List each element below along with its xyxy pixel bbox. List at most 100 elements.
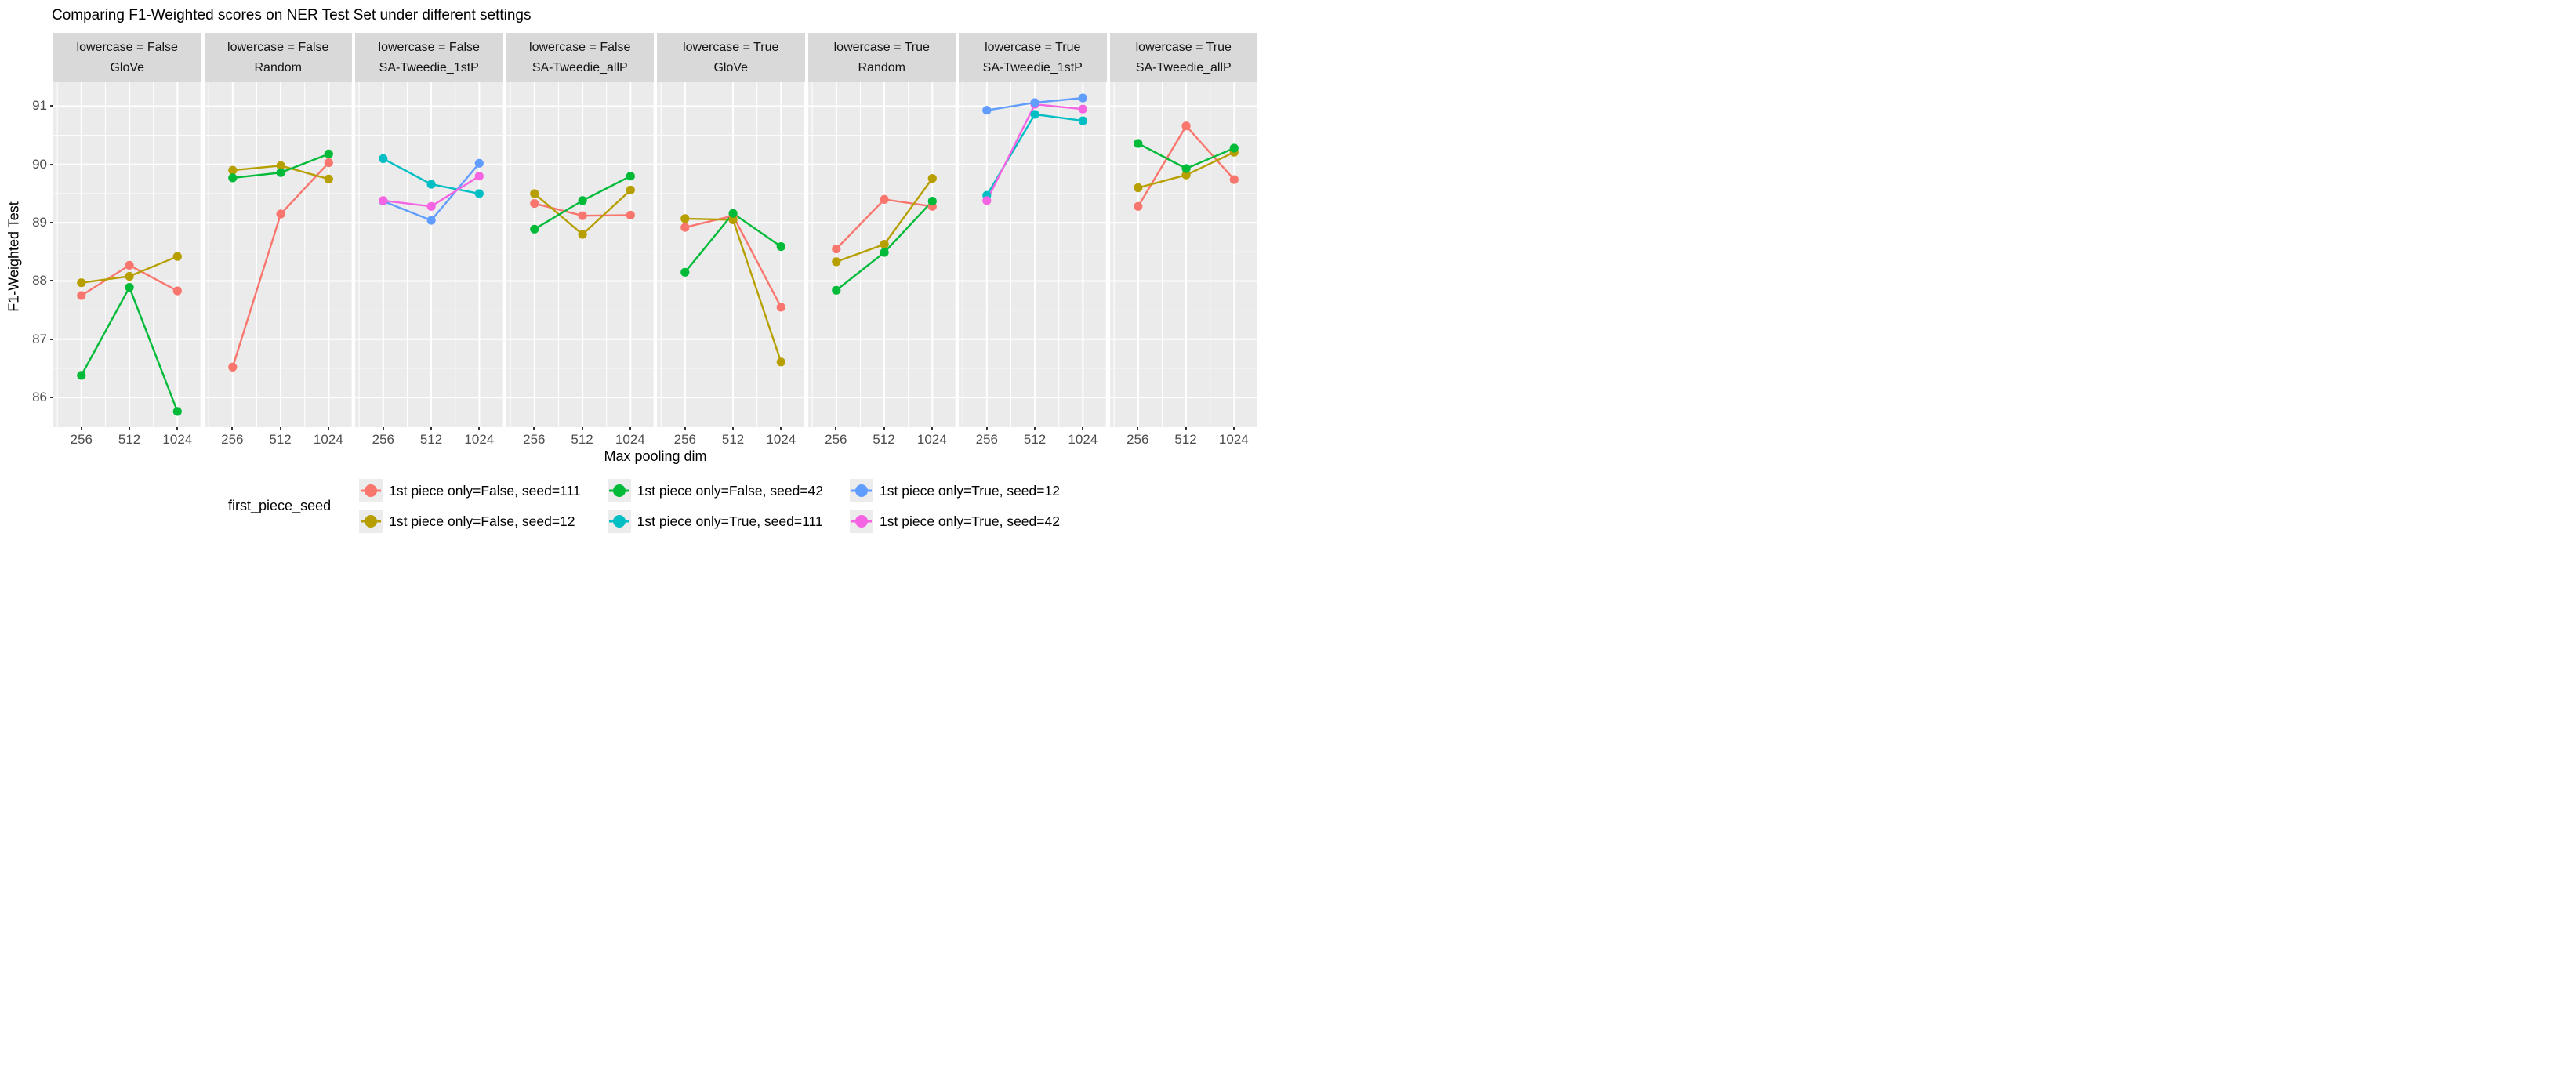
- data-point: [172, 407, 182, 416]
- legend-entry: 1st piece only=True, seed=111: [607, 509, 823, 534]
- facet-column: lowercase = False GloVe 256 512 1024: [53, 33, 201, 451]
- data-point: [1229, 143, 1239, 153]
- facet-column: lowercase = True Random 256 512 1024: [807, 33, 956, 451]
- legend-key: [607, 510, 631, 533]
- legend-column: 1st piece only=True, seed=12 1st piece on…: [850, 478, 1060, 534]
- facet-panel: [506, 82, 654, 427]
- data-point: [474, 189, 484, 198]
- legend-column: 1st piece only=False, seed=111 1st piece …: [359, 478, 581, 534]
- facet-panel: [807, 82, 956, 427]
- panel-background: [506, 82, 654, 427]
- plot-title: Comparing F1-Weighted scores on NER Test…: [52, 7, 532, 24]
- x-tick-mark: [533, 427, 535, 430]
- legend-entry: 1st piece only=False, seed=12: [359, 509, 581, 534]
- data-point: [927, 197, 937, 206]
- x-axis-ticks: 256 512 1024: [355, 427, 503, 451]
- x-axis-title: Max pooling dim: [604, 448, 707, 464]
- x-tick-mark: [684, 427, 686, 430]
- facet-strip: lowercase = True SA-Tweedie_allP: [1109, 33, 1257, 82]
- data-point: [125, 271, 134, 281]
- legend-point-icon: [608, 484, 629, 497]
- data-point: [927, 174, 937, 183]
- x-tick-mark: [581, 427, 583, 430]
- x-tick-mark: [80, 427, 82, 430]
- x-tick-label: 1024: [1068, 432, 1098, 447]
- data-point: [1078, 93, 1087, 103]
- x-tick-mark: [1232, 427, 1235, 430]
- legend-label: 1st piece only=False, seed=12: [389, 513, 575, 529]
- x-tick-mark: [1082, 427, 1084, 430]
- panel-background: [355, 82, 503, 427]
- x-tick-mark: [1137, 427, 1139, 430]
- facet-panel: [53, 82, 201, 427]
- data-point: [1181, 170, 1191, 180]
- facet-column: lowercase = True SA-Tweedie_1stP 256 512 102…: [959, 33, 1107, 451]
- data-point: [680, 214, 690, 223]
- x-tick-mark: [883, 427, 885, 430]
- data-point: [728, 215, 738, 224]
- y-tick-label: 90: [32, 156, 47, 172]
- legend-title: first_piece_seed: [228, 498, 332, 513]
- x-tick-label: 512: [1023, 432, 1047, 447]
- facet-strip-embedding: SA-Tweedie_1stP: [379, 61, 479, 74]
- facet-strip-embedding: Random: [858, 61, 905, 74]
- data-point: [426, 180, 436, 189]
- x-tick-mark: [629, 427, 631, 430]
- facet-strip-lowercase: lowercase = True: [985, 40, 1081, 54]
- data-point: [172, 286, 182, 296]
- x-tick-label: 256: [523, 432, 546, 447]
- y-tick-label: 89: [32, 215, 47, 230]
- facet-column: lowercase = False SA-Tweedie_1stP 256 512 10…: [355, 33, 503, 451]
- facet-panel: [959, 82, 1107, 427]
- facet-strip-lowercase: lowercase = True: [683, 40, 779, 54]
- data-point: [776, 242, 785, 252]
- facet-strip: lowercase = False Random: [204, 33, 352, 82]
- panel-background: [1109, 82, 1257, 427]
- legend-entry: 1st piece only=False, seed=111: [359, 478, 581, 503]
- facet-strip: lowercase = True GloVe: [657, 33, 805, 82]
- panel-background: [204, 82, 352, 427]
- facet-strip-lowercase: lowercase = False: [529, 40, 631, 54]
- x-tick-label: 512: [873, 432, 895, 447]
- y-tick-mark: [50, 338, 53, 340]
- x-tick-mark: [382, 427, 384, 430]
- x-tick-label: 512: [419, 432, 443, 447]
- data-point: [77, 371, 86, 380]
- facet-strip-lowercase: lowercase = True: [1135, 40, 1232, 54]
- x-tick-label: 512: [721, 432, 745, 447]
- facet-panels-row: lowercase = False GloVe 256 512 1024 lowercas…: [53, 33, 1257, 451]
- data-point: [227, 173, 237, 183]
- legend-label: 1st piece only=False, seed=42: [637, 482, 824, 499]
- data-point: [125, 260, 134, 270]
- x-tick-label: 256: [372, 432, 394, 447]
- facet-strip-embedding: GloVe: [110, 61, 145, 74]
- data-point: [982, 196, 992, 205]
- x-tick-mark: [176, 427, 179, 430]
- x-tick-label: 256: [221, 432, 244, 447]
- x-tick-mark: [985, 427, 988, 430]
- data-point: [578, 196, 587, 205]
- data-point: [125, 283, 134, 292]
- data-point: [831, 257, 840, 267]
- data-point: [1133, 201, 1142, 211]
- y-tick-mark: [50, 163, 53, 165]
- data-point: [1078, 104, 1087, 114]
- facet-strip: lowercase = False SA-Tweedie_1stP: [355, 33, 503, 82]
- data-point: [1078, 116, 1087, 125]
- x-tick-label: 1024: [766, 432, 796, 447]
- x-tick-mark: [231, 427, 234, 430]
- x-tick-label: 512: [1174, 432, 1197, 447]
- data-point: [379, 196, 388, 205]
- facet-column: lowercase = True GloVe 256 512 1024: [657, 33, 805, 451]
- legend-key: [850, 510, 874, 533]
- legend-point-icon: [361, 515, 382, 528]
- facet-strip-lowercase: lowercase = True: [833, 40, 930, 54]
- data-point: [626, 185, 635, 195]
- x-tick-label: 1024: [162, 432, 193, 447]
- legend-entry: 1st piece only=False, seed=42: [607, 478, 824, 503]
- data-point: [276, 209, 285, 219]
- data-point: [831, 285, 840, 295]
- facet-strip-embedding: GloVe: [713, 61, 749, 74]
- facet-strip-lowercase: lowercase = False: [227, 40, 329, 54]
- x-tick-mark: [732, 427, 735, 430]
